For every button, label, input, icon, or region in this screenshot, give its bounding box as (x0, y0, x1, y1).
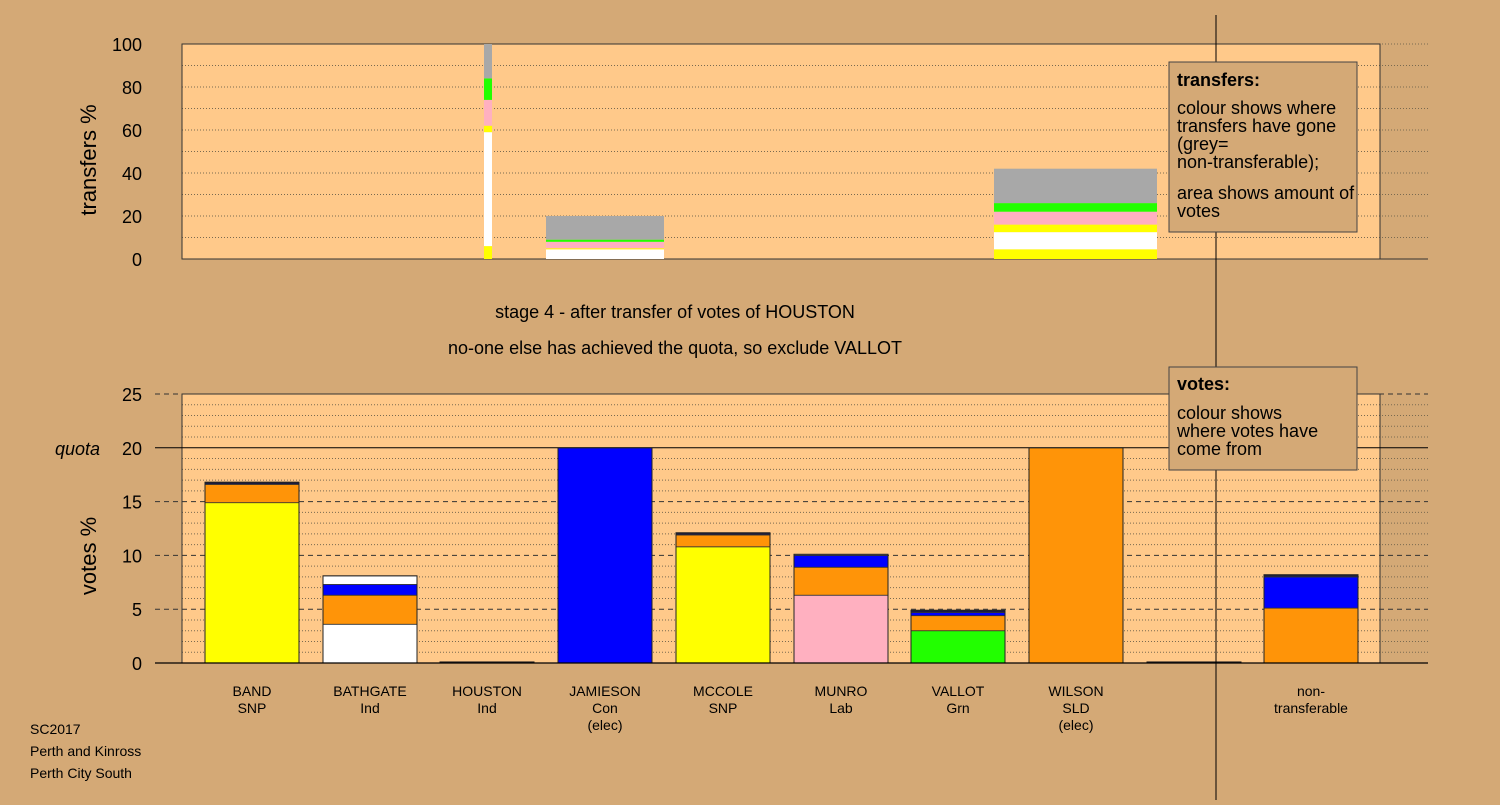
category-label: HOUSTON (452, 683, 522, 699)
category-label: WILSON (1048, 683, 1103, 699)
transfer-segment-jamieson (546, 216, 664, 240)
transfer-segment-wilson (994, 203, 1157, 212)
transfer-segment-jamieson (546, 241, 664, 249)
transfers-axis-label: transfers % (76, 104, 101, 215)
votes-legend-text1: colour shows where votes have come from (1176, 403, 1318, 459)
transfer-segment-wilson (994, 232, 1157, 250)
vote-segment (322, 594, 418, 625)
transfers-tick-label: 80 (122, 78, 142, 98)
category-label: (elec) (1058, 717, 1093, 733)
vote-segment (322, 623, 418, 664)
vote-segment (675, 546, 771, 664)
votes-tick-label: 10 (122, 546, 142, 566)
votes-tick-label: 15 (122, 493, 142, 513)
transfer-segment-wilson (994, 224, 1157, 233)
transfer-segment-jamieson (546, 239, 664, 242)
transfer-segment-wilson (994, 249, 1157, 259)
category-label: SNP (709, 700, 738, 716)
footer-election: SC2017 (30, 721, 81, 737)
transfer-segment-houston (484, 44, 492, 79)
transfer-segment-jamieson (546, 248, 664, 250)
vote-segment (1263, 576, 1359, 609)
category-label: VALLOT (932, 683, 985, 699)
stage-action: no-one else has achieved the quota, so e… (448, 338, 902, 358)
category-label: JAMIESON (569, 683, 641, 699)
transfers-legend-text2: area shows amount of votes (1177, 183, 1355, 221)
vote-segment (910, 612, 1006, 617)
quota-label: quota (55, 439, 100, 459)
transfer-segment-houston (484, 125, 492, 133)
vote-segment (322, 575, 418, 585)
votes-legend-title: votes: (1177, 374, 1230, 394)
transfer-segment-wilson (994, 168, 1157, 204)
vote-segment (793, 566, 889, 596)
vote-segment (910, 615, 1006, 632)
transfers-tick-label: 60 (122, 121, 142, 141)
transfers-tick-label: 20 (122, 207, 142, 227)
transfers-legend-title: transfers: (1177, 70, 1260, 90)
vote-segment (675, 534, 771, 548)
votes-tick-label: 5 (132, 600, 142, 620)
footer-ward: Perth City South (30, 765, 132, 781)
category-label: BATHGATE (333, 683, 406, 699)
transfers-tick-label: 40 (122, 164, 142, 184)
vote-segment (322, 584, 418, 596)
transfers-tick-label: 100 (112, 35, 142, 55)
votes-tick-label: 0 (132, 654, 142, 674)
transfers-legend: transfers: colour shows where transfers h… (1168, 61, 1358, 233)
vote-segment (204, 483, 300, 504)
category-label: MCCOLE (693, 683, 753, 699)
vote-segment (793, 555, 889, 568)
category-label: MUNRO (815, 683, 868, 699)
category-label: Ind (360, 700, 379, 716)
category-label: Con (592, 700, 618, 716)
footer-council: Perth and Kinross (30, 743, 141, 759)
votes-tick-label: 25 (122, 385, 142, 405)
transfer-segment-houston (484, 132, 492, 247)
stage-title: stage 4 - after transfer of votes of HOU… (495, 302, 855, 322)
category-label: Lab (829, 700, 853, 716)
vote-segment (1263, 607, 1359, 664)
vote-segment (204, 502, 300, 664)
transfer-segment-wilson (994, 211, 1157, 225)
vote-segment (1028, 447, 1124, 664)
transfer-segment-houston (484, 78, 492, 100)
category-label: SLD (1062, 700, 1089, 716)
category-label: non- (1297, 683, 1325, 699)
transfers-legend-text1: colour shows where transfers have gone (gr… (1177, 98, 1336, 172)
category-label: (elec) (587, 717, 622, 733)
transfer-segment-houston (484, 99, 492, 126)
category-label: Grn (946, 700, 969, 716)
votes-tick-label: 20 (122, 439, 142, 459)
votes-axis-label: votes % (76, 517, 101, 595)
transfers-tick-label: 0 (132, 250, 142, 270)
votes-chart: quota0510152025BANDSNPBATHGATEIndHOUSTON… (55, 385, 1428, 733)
vote-segment (557, 447, 653, 664)
vote-segment (793, 594, 889, 664)
category-label: BAND (233, 683, 272, 699)
category-label: transferable (1274, 700, 1348, 716)
category-label: Ind (477, 700, 496, 716)
transfer-segment-jamieson (546, 249, 664, 259)
vote-segment (910, 630, 1006, 664)
votes-legend: votes: colour shows where votes have come … (1168, 366, 1358, 471)
transfer-segment-houston (484, 246, 492, 259)
category-label: SNP (238, 700, 267, 716)
